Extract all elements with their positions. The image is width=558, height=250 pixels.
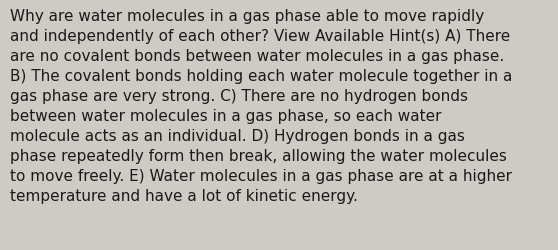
Text: Why are water molecules in a gas phase able to move rapidly
and independently of: Why are water molecules in a gas phase a… (10, 9, 512, 203)
